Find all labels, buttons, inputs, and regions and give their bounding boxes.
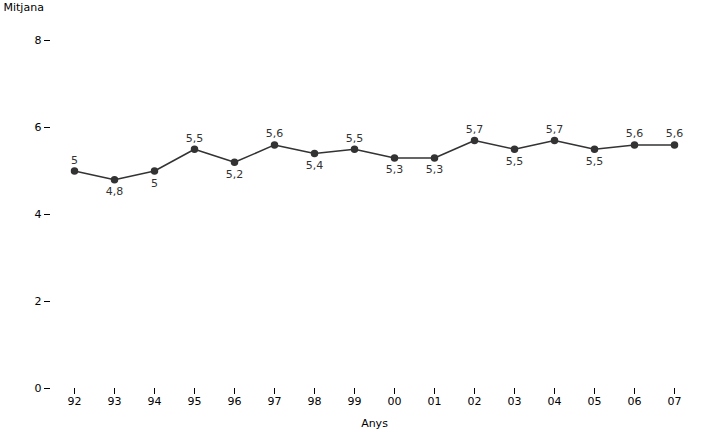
svg-text:99: 99 (348, 395, 362, 408)
svg-text:8: 8 (35, 34, 42, 47)
svg-text:97: 97 (268, 395, 282, 408)
svg-text:5,6: 5,6 (666, 127, 684, 140)
svg-text:2: 2 (35, 295, 42, 308)
svg-text:5,6: 5,6 (266, 127, 284, 140)
svg-text:Mitjana: Mitjana (4, 1, 44, 14)
svg-text:94: 94 (148, 395, 162, 408)
svg-text:5,4: 5,4 (306, 159, 324, 172)
svg-text:01: 01 (428, 395, 442, 408)
svg-text:5,6: 5,6 (626, 127, 644, 140)
svg-text:00: 00 (388, 395, 402, 408)
svg-text:06: 06 (628, 395, 642, 408)
svg-text:5,2: 5,2 (226, 168, 244, 181)
svg-text:5,3: 5,3 (386, 163, 404, 176)
svg-text:5,3: 5,3 (426, 163, 444, 176)
svg-text:98: 98 (308, 395, 322, 408)
svg-text:Anys: Anys (361, 417, 388, 430)
svg-text:02: 02 (468, 395, 482, 408)
svg-text:93: 93 (108, 395, 122, 408)
svg-text:5,5: 5,5 (586, 155, 604, 168)
svg-text:4: 4 (35, 208, 42, 221)
svg-text:5,7: 5,7 (466, 123, 484, 136)
svg-text:6: 6 (35, 121, 42, 134)
svg-text:5: 5 (71, 154, 78, 167)
svg-text:07: 07 (668, 395, 682, 408)
svg-text:5,5: 5,5 (346, 132, 364, 145)
svg-text:95: 95 (188, 395, 202, 408)
svg-text:05: 05 (588, 395, 602, 408)
svg-text:92: 92 (68, 395, 82, 408)
svg-text:96: 96 (228, 395, 242, 408)
svg-text:4,8: 4,8 (106, 185, 124, 198)
svg-text:5,7: 5,7 (546, 123, 564, 136)
svg-text:5,5: 5,5 (186, 132, 204, 145)
svg-text:0: 0 (35, 382, 42, 395)
svg-text:5: 5 (151, 177, 158, 190)
svg-text:03: 03 (508, 395, 522, 408)
svg-text:5,5: 5,5 (506, 155, 524, 168)
svg-text:04: 04 (548, 395, 562, 408)
